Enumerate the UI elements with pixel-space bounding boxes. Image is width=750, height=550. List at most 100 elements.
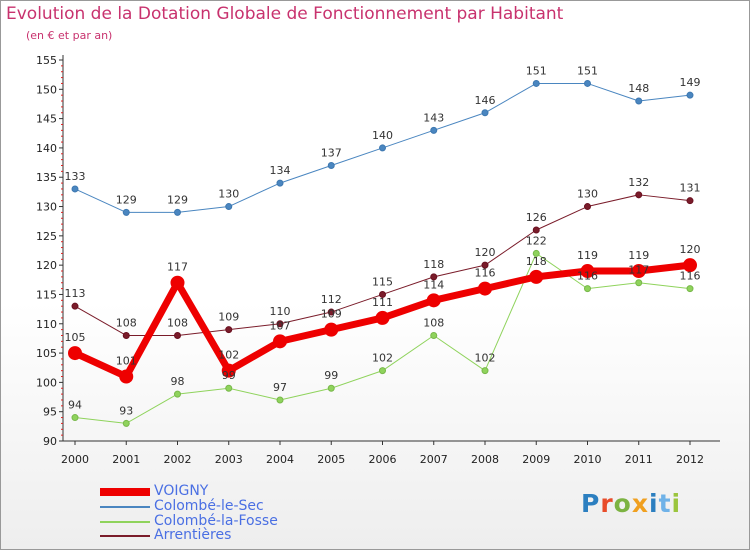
data-label-colombe-la-fosse: 94 bbox=[68, 399, 82, 412]
data-label-colombe-la-fosse: 116 bbox=[680, 270, 701, 283]
legend-item-colombe-la-fosse: Colombé-la-Fosse bbox=[100, 513, 400, 529]
data-label-colombe-la-fosse: 98 bbox=[171, 375, 185, 388]
data-label-colombe-la-fosse: 93 bbox=[119, 404, 133, 417]
data-point-arrentieres bbox=[379, 290, 386, 298]
data-point-arrentieres bbox=[122, 331, 130, 339]
data-label-colombe-le-sec: 149 bbox=[680, 76, 701, 89]
data-point-voigny bbox=[273, 334, 287, 349]
data-label-voigny: 114 bbox=[423, 278, 444, 291]
data-point-colombe-le-sec bbox=[686, 91, 694, 99]
data-point-voigny bbox=[683, 258, 697, 273]
y-tick-label: 150 bbox=[36, 83, 57, 96]
y-tick-label: 145 bbox=[36, 113, 57, 126]
data-label-colombe-la-fosse: 116 bbox=[577, 270, 598, 283]
data-point-colombe-la-fosse bbox=[481, 367, 489, 375]
data-point-colombe-la-fosse bbox=[122, 419, 130, 427]
logo-letter: i bbox=[649, 489, 659, 518]
data-point-colombe-le-sec bbox=[481, 109, 489, 117]
data-label-arrentieres: 108 bbox=[116, 316, 137, 329]
data-point-colombe-le-sec bbox=[532, 79, 540, 87]
y-tick-label: 115 bbox=[36, 288, 57, 301]
data-point-colombe-la-fosse bbox=[174, 390, 181, 398]
logo-letter: i bbox=[671, 489, 682, 518]
data-point-colombe-le-sec bbox=[430, 126, 438, 134]
data-label-voigny: 120 bbox=[680, 243, 701, 256]
data-label-arrentieres: 109 bbox=[218, 311, 239, 324]
data-label-colombe-le-sec: 129 bbox=[167, 193, 188, 206]
data-point-colombe-la-fosse bbox=[430, 331, 438, 339]
y-tick-label: 95 bbox=[43, 406, 57, 419]
data-point-arrentieres bbox=[584, 203, 591, 211]
x-tick-label: 2008 bbox=[471, 453, 499, 466]
data-point-colombe-le-sec bbox=[379, 144, 386, 152]
data-label-voigny: 119 bbox=[577, 249, 598, 262]
legend-swatch-colombe-le-sec bbox=[100, 506, 150, 508]
x-tick-label: 2005 bbox=[317, 453, 345, 466]
data-label-voigny: 119 bbox=[628, 249, 649, 262]
data-label-colombe-la-fosse: 97 bbox=[273, 381, 287, 394]
data-label-colombe-le-sec: 134 bbox=[270, 164, 291, 177]
data-point-voigny bbox=[170, 275, 185, 290]
data-point-arrentieres bbox=[532, 226, 540, 234]
data-label-colombe-la-fosse: 108 bbox=[423, 316, 444, 329]
data-point-colombe-le-sec bbox=[174, 208, 181, 216]
data-label-colombe-le-sec: 137 bbox=[321, 147, 342, 160]
legend-item-colombe-le-sec: Colombé-le-Sec bbox=[100, 498, 400, 514]
data-point-voigny bbox=[221, 363, 236, 378]
logo-letter: o bbox=[613, 489, 632, 518]
data-point-colombe-la-fosse bbox=[635, 279, 643, 287]
data-label-voigny: 105 bbox=[65, 331, 86, 344]
data-point-colombe-la-fosse bbox=[584, 285, 591, 293]
legend-item-voigny: VOIGNY bbox=[100, 483, 400, 499]
data-label-colombe-le-sec: 143 bbox=[423, 111, 444, 124]
data-label-voigny: 118 bbox=[526, 255, 547, 268]
data-label-colombe-la-fosse: 102 bbox=[372, 352, 393, 365]
data-label-arrentieres: 108 bbox=[167, 316, 188, 329]
data-point-colombe-le-sec bbox=[327, 162, 335, 170]
x-tick-label: 2004 bbox=[266, 453, 294, 466]
data-label-colombe-le-sec: 133 bbox=[65, 170, 86, 183]
legend-swatch-arrentieres bbox=[100, 535, 150, 537]
data-point-voigny bbox=[631, 264, 646, 279]
data-point-colombe-la-fosse bbox=[71, 414, 79, 422]
data-point-arrentieres bbox=[327, 308, 335, 316]
y-tick-label: 125 bbox=[36, 230, 57, 243]
data-label-arrentieres: 110 bbox=[270, 305, 291, 318]
data-label-colombe-le-sec: 151 bbox=[526, 64, 547, 77]
data-label-voigny: 102 bbox=[218, 349, 239, 362]
data-point-colombe-le-sec bbox=[635, 97, 643, 105]
x-tick-label: 2012 bbox=[676, 453, 704, 466]
data-label-arrentieres: 130 bbox=[577, 188, 598, 201]
chart-subtitle: (en € et par an) bbox=[26, 29, 113, 42]
data-label-arrentieres: 113 bbox=[65, 287, 86, 300]
data-label-colombe-le-sec: 130 bbox=[218, 188, 239, 201]
data-label-colombe-le-sec: 140 bbox=[372, 129, 393, 142]
data-point-arrentieres bbox=[635, 191, 643, 199]
data-point-voigny bbox=[426, 293, 441, 308]
legend-swatch-voigny bbox=[100, 488, 150, 496]
legend-label-colombe-la-fosse: Colombé-la-Fosse bbox=[154, 513, 278, 529]
y-tick-label: 130 bbox=[36, 201, 57, 214]
data-point-colombe-le-sec bbox=[225, 203, 233, 211]
data-point-voigny bbox=[68, 346, 82, 361]
legend-label-arrentieres: Arrentières bbox=[154, 527, 232, 543]
data-label-voigny: 107 bbox=[270, 319, 291, 332]
logo-letter: t bbox=[658, 489, 672, 518]
legend-item-arrentieres: Arrentières bbox=[100, 527, 400, 543]
logo-letter: P bbox=[581, 489, 601, 518]
data-label-arrentieres: 112 bbox=[321, 293, 342, 306]
data-label-colombe-le-sec: 129 bbox=[116, 193, 137, 206]
chart-title: Evolution de la Dotation Globale de Fonc… bbox=[6, 4, 564, 24]
data-point-voigny bbox=[375, 310, 390, 325]
x-tick-label: 2007 bbox=[420, 453, 448, 466]
legend-swatch-colombe-la-fosse bbox=[100, 521, 150, 523]
x-tick-label: 2000 bbox=[61, 453, 89, 466]
data-label-colombe-la-fosse: 99 bbox=[222, 369, 236, 382]
x-tick-label: 2006 bbox=[369, 453, 397, 466]
data-label-colombe-le-sec: 151 bbox=[577, 64, 598, 77]
data-point-voigny bbox=[580, 264, 595, 279]
data-label-colombe-la-fosse: 102 bbox=[475, 352, 496, 365]
data-point-colombe-le-sec bbox=[584, 79, 591, 87]
